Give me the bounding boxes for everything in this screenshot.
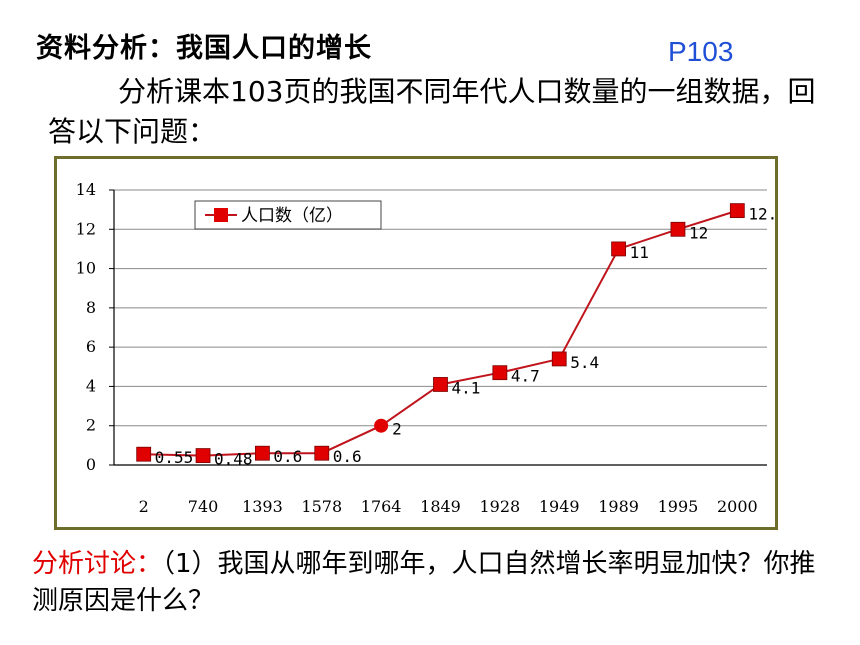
- data-point: [670, 221, 686, 237]
- y-tick-label: 10: [76, 259, 96, 278]
- legend-box: [194, 200, 382, 230]
- data-point: [492, 365, 508, 381]
- data-label: 11: [630, 243, 649, 262]
- data-label: 5.4: [570, 353, 599, 372]
- page-title: 资料分析：我国人口的增长: [36, 33, 372, 64]
- y-tick-label: 14: [76, 180, 96, 199]
- data-label: 4.1: [452, 378, 481, 397]
- chart-svg: 0 2 4 6 8 10 12 14 2 740 1393 1578 1764 1849 1928 1949 1…: [76, 180, 775, 516]
- legend-marker: [214, 208, 228, 222]
- data-label: 2: [392, 420, 402, 439]
- data-point: [136, 446, 152, 462]
- x-tick-label: 2: [139, 497, 149, 516]
- data-point: [551, 351, 567, 367]
- discussion-question: （1）我国从哪年到哪年，人口自然增长率明显加快？你推测原因是什么？: [32, 549, 816, 616]
- population-chart: 0 2 4 6 8 10 12 14 2 740 1393 1578 1764 1849 1928 1949 1…: [54, 156, 778, 530]
- y-tick-label: 4: [86, 376, 96, 395]
- x-tick-label: 1995: [658, 497, 699, 516]
- data-label: 12.95: [748, 205, 775, 224]
- data-point: [195, 448, 211, 463]
- x-tick-label: 2000: [717, 497, 758, 516]
- data-point: [611, 241, 626, 257]
- x-tick-label: 1849: [420, 497, 461, 516]
- x-tick-label: 1578: [301, 497, 342, 516]
- x-tick-label: 1928: [480, 497, 521, 516]
- data-point: [314, 445, 330, 461]
- y-tick-label: 0: [86, 455, 96, 474]
- x-tick-label: 740: [188, 497, 219, 516]
- y-tick-label: 8: [86, 298, 96, 317]
- discussion-paragraph: 分析讨论：（1）我国从哪年到哪年，人口自然增长率明显加快？你推测原因是什么？: [32, 546, 832, 620]
- x-tick-label: 1393: [242, 497, 283, 516]
- x-tick-label: 1989: [598, 497, 639, 516]
- data-point: [729, 203, 745, 219]
- data-point: [374, 418, 389, 433]
- data-label: 0.55: [155, 448, 194, 467]
- y-tick-label: 2: [86, 416, 96, 435]
- data-label: 0.6: [333, 447, 362, 466]
- x-tick-label: 1764: [361, 497, 402, 516]
- data-point: [433, 377, 448, 392]
- page-reference: P103: [668, 36, 734, 67]
- x-tick-label: 1949: [539, 497, 580, 516]
- legend: 人口数（亿）: [194, 200, 382, 230]
- discussion-lead: 分析讨论：: [32, 549, 163, 579]
- data-label: 12: [689, 223, 708, 242]
- y-tick-label: 12: [76, 219, 96, 238]
- intro-paragraph: 分析课本103页的我国不同年代人口数量的一组数据，回答以下问题：: [48, 75, 816, 148]
- data-point: [255, 445, 270, 461]
- y-tick-label: 6: [86, 337, 96, 356]
- data-label: 4.7: [511, 367, 540, 386]
- data-label: 0.6: [273, 447, 302, 466]
- legend-label: 人口数（亿）: [241, 206, 343, 226]
- data-label: 0.48: [214, 450, 253, 469]
